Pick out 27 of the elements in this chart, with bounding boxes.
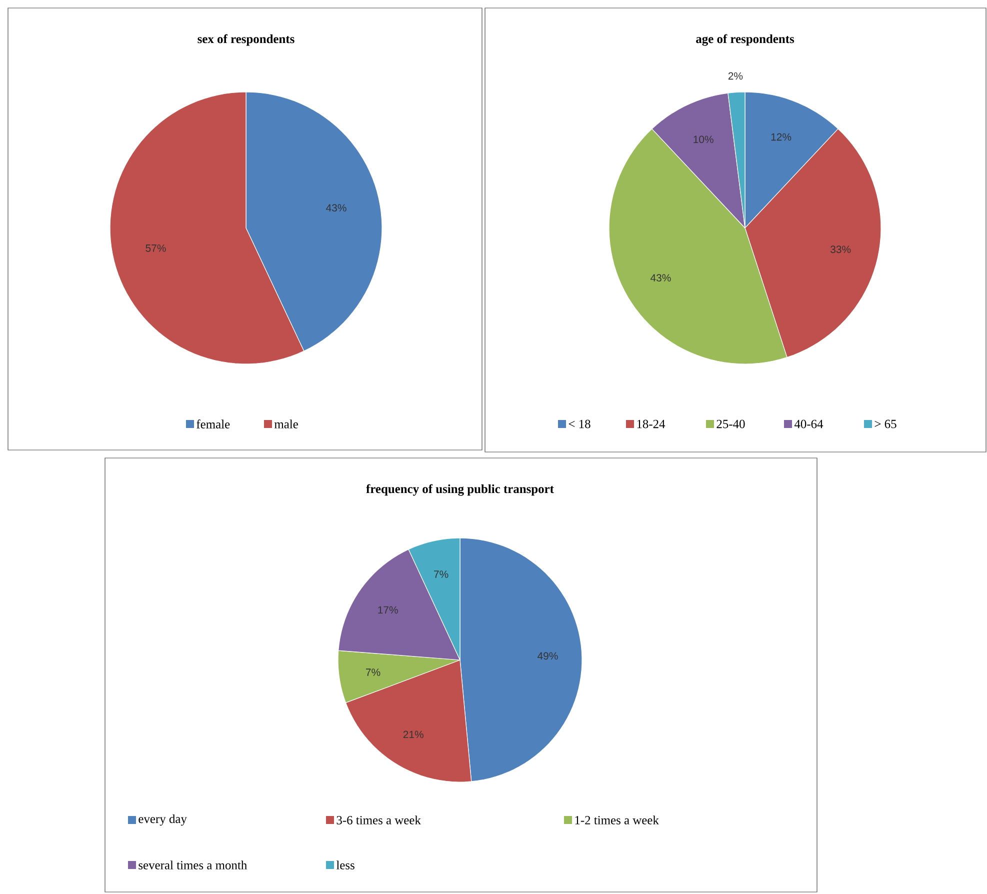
legend-label: 1-2 times a week	[575, 816, 659, 824]
legend-label: 40-64	[794, 420, 824, 428]
data-label: 2%	[728, 72, 743, 80]
legend-label: several times a month	[138, 860, 247, 870]
legend-label: 18-24	[637, 420, 666, 428]
legend-label: 3-6 times a week	[336, 816, 421, 824]
data-label: 7%	[434, 570, 448, 578]
legend-label: 25-40	[716, 420, 745, 428]
legend-label: < 18	[568, 420, 590, 428]
data-label: 17%	[378, 606, 398, 614]
data-label: 33%	[830, 246, 851, 254]
legend-label: every day	[138, 814, 187, 826]
legend-label: male	[274, 420, 298, 428]
data-label: 10%	[694, 136, 714, 144]
chart-title: frequency of using public transport	[366, 484, 554, 496]
data-label: 49%	[538, 652, 558, 660]
data-label: 43%	[650, 274, 671, 282]
data-label: 7%	[366, 668, 380, 676]
legend-label: less	[336, 860, 354, 870]
chart-title: age of respondents	[696, 34, 794, 46]
data-label: 57%	[146, 244, 166, 252]
data-label: 12%	[771, 133, 792, 141]
legend-label: female	[196, 420, 230, 428]
chart-title: sex of respondents	[198, 34, 294, 46]
legend-label: > 65	[874, 420, 896, 428]
data-label: 21%	[403, 730, 424, 738]
data-label: 43%	[326, 204, 346, 212]
